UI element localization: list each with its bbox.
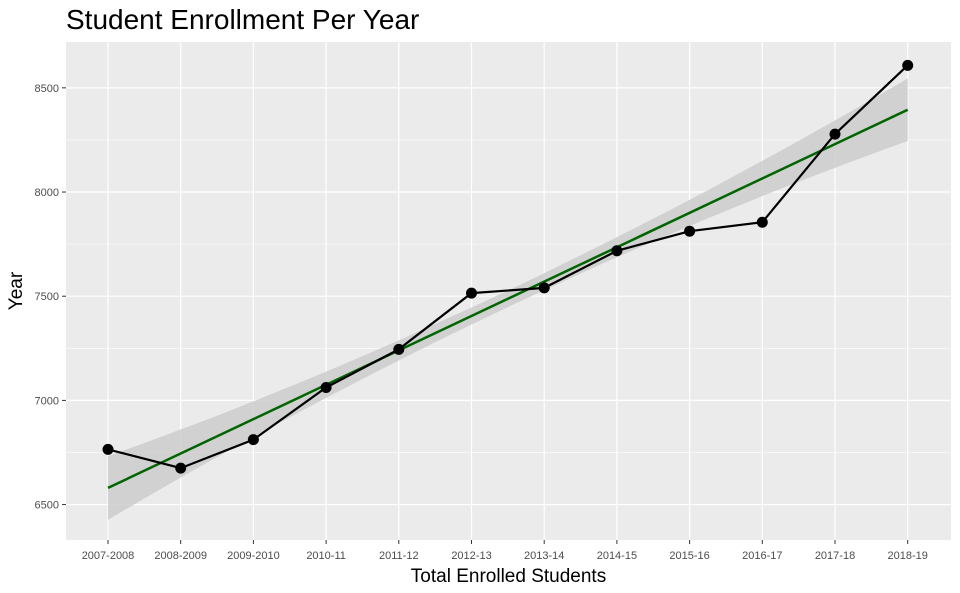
series-line — [107, 64, 909, 470]
y-tick-label: 7000 — [35, 395, 59, 407]
x-tick-label: 2016-17 — [742, 550, 782, 562]
x-axis: 2007-2008 2008-2009 2009-2010 2010-11 2011-1… — [82, 540, 928, 562]
data-point — [466, 287, 477, 299]
data-point — [684, 225, 696, 237]
y-tick-label: 7500 — [35, 291, 59, 303]
data-point — [393, 343, 405, 355]
y-axis-title: Year — [6, 271, 27, 310]
x-axis-title: Total Enrolled Students — [411, 566, 606, 587]
x-tick-label: 2015-16 — [669, 550, 709, 562]
y-tick-label: 8500 — [35, 83, 59, 95]
x-tick-label: 2012-13 — [451, 550, 491, 562]
y-axis: 6500 7000 7500 8000 8500 — [35, 83, 66, 512]
x-tick-label: 2011-12 — [379, 550, 419, 562]
x-tick-label: 2013-14 — [524, 550, 564, 562]
data-point — [175, 462, 187, 474]
data-point — [611, 245, 623, 257]
data-point — [102, 443, 114, 455]
x-tick-label: 2017-18 — [815, 550, 855, 562]
data-points — [102, 59, 914, 474]
data-point — [247, 434, 259, 446]
y-tick-label: 6500 — [35, 500, 59, 512]
x-tick-label: 2009-2010 — [227, 550, 280, 562]
data-point — [320, 381, 332, 393]
x-tick-label: 2014-15 — [597, 550, 637, 562]
data-point — [756, 216, 768, 228]
data-point — [902, 59, 914, 71]
chart-title: Student Enrollment Per Year — [66, 4, 420, 35]
data-point — [829, 128, 841, 140]
x-tick-label: 2018-19 — [888, 550, 928, 562]
trend-line — [107, 108, 909, 490]
data-point — [538, 282, 550, 294]
x-tick-label: 2010-11 — [306, 550, 346, 562]
x-tick-label: 2007-2008 — [82, 550, 135, 562]
y-tick-label: 8000 — [35, 187, 59, 199]
x-tick-label: 2008-2009 — [154, 550, 207, 562]
